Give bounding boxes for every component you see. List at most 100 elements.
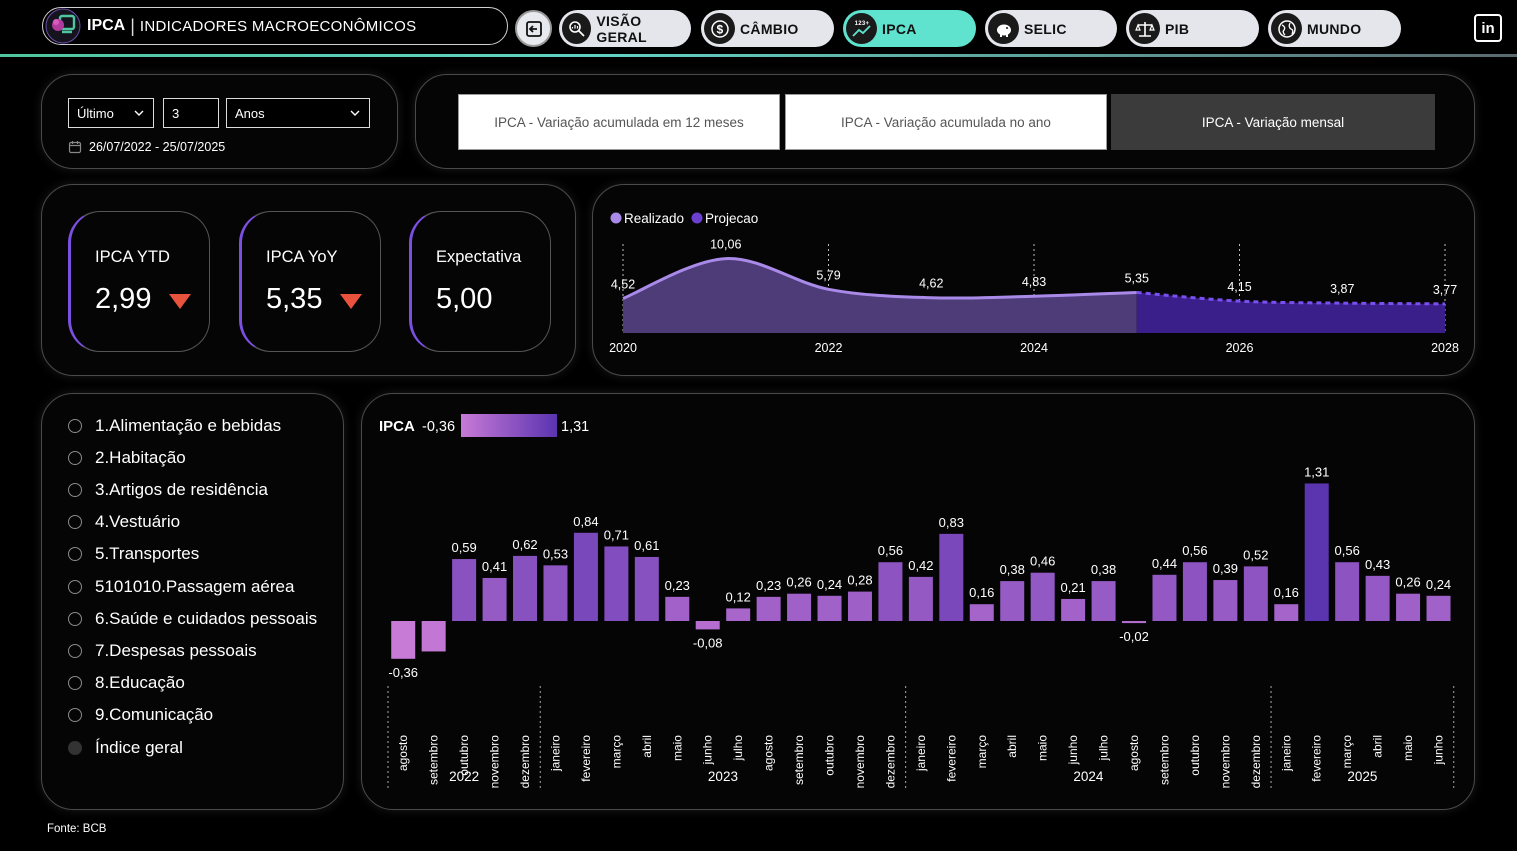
data-label: 4,83 [1022,275,1046,289]
bar-value-label: 0,83 [939,515,964,530]
nav-selic[interactable]: SELIC [985,10,1117,47]
bar-value-label: 0,43 [1365,557,1390,572]
bar [452,559,477,621]
radio-button[interactable] [68,451,82,465]
bar-value-label: 0,23 [756,578,781,593]
data-label: 3,77 [1433,283,1457,297]
bar [543,565,568,621]
category-label: 1.Alimentação e bebidas [95,416,282,435]
month-label: setembro [1157,735,1171,785]
projecao-line [1136,290,1446,306]
period-type-dropdown[interactable]: Último [68,98,154,128]
category-item-vestuario[interactable]: 4.Vestuário [68,512,180,532]
title-separator: | [130,15,135,36]
month-label: junho [701,735,715,766]
category-item-despesas-pessoais[interactable]: 7.Despesas pessoais [68,641,257,661]
app-short-title: IPCA [87,17,126,34]
month-label: maio [1401,735,1415,761]
month-label: agosto [396,735,410,771]
down-arrow-icon [169,294,192,309]
bar-value-label: 0,24 [817,577,842,592]
bar-value-label: 0,56 [1182,543,1207,558]
kpi-label: IPCA YoY [266,248,338,266]
bar-value-label: 0,38 [1000,562,1025,577]
category-item-indice-geral[interactable]: Índice geral [68,738,183,758]
bar [1335,562,1360,621]
bar-value-label: 1,31 [1304,464,1329,479]
category-item-educacao[interactable]: 8.Educação [68,673,185,693]
chevron-down-icon [134,110,144,116]
kpi-card-ipca-yoy: IPCA YoY 5,35 [239,211,381,352]
bar [756,596,781,621]
calendar-icon [68,141,82,154]
month-label: outubro [457,735,471,776]
back-button[interactable] [515,10,552,47]
data-label: 4,52 [611,277,635,291]
x-tick-label: 2020 [609,341,637,355]
tab-acumulada-12-meses[interactable]: IPCA - Variação acumulada em 12 meses [458,94,780,150]
radio-button[interactable] [68,547,82,561]
month-label: julho [731,735,745,762]
category-item-alimentacao[interactable]: 1.Alimentação e bebidas [68,416,281,436]
radio-button-selected[interactable] [68,741,82,755]
month-label: dezembro [1249,735,1263,789]
radio-button[interactable] [68,676,82,690]
category-label: 2.Habitação [95,448,186,467]
month-label: agosto [762,735,776,771]
month-label: setembro [427,735,441,785]
search-chart-icon [562,13,592,44]
bar [817,595,842,621]
category-item-transportes[interactable]: 5.Transportes [68,544,199,564]
bar-value-label: 0,41 [482,559,507,574]
trend-123-icon: 123+ [846,13,877,44]
bar [634,556,659,621]
nav-mundo[interactable]: MUNDO [1268,10,1401,47]
bar [878,562,903,621]
realizado-line [622,257,1137,300]
category-item-passagem-aerea[interactable]: 5101010.Passagem aérea [68,577,294,597]
radio-button[interactable] [68,644,82,658]
category-item-comunicacao[interactable]: 9.Comunicação [68,705,213,725]
legend-realizado-label: Realizado [624,211,684,226]
data-label: 3,87 [1330,282,1354,296]
bar [604,546,629,621]
month-label: outubro [1188,735,1202,776]
radio-button[interactable] [68,580,82,594]
radio-button[interactable] [68,708,82,722]
bar [969,604,994,621]
nav-pib[interactable]: PIB [1126,10,1259,47]
period-count-value: 3 [172,105,180,121]
radio-button[interactable] [68,419,82,433]
category-label: 6.Saúde e cuidados pessoais [95,609,318,628]
kpi-label: IPCA YTD [95,248,170,266]
radio-button[interactable] [68,612,82,626]
month-label: fevereiro [944,735,958,782]
bar-value-label: 0,23 [665,578,690,593]
bar-value-label: 0,44 [1152,556,1177,571]
linkedin-icon[interactable]: in [1474,14,1502,42]
category-label: 8.Educação [95,673,185,692]
category-panel [41,393,344,810]
down-arrow-icon [340,294,363,309]
nav-visao-geral[interactable]: VISÃO GERAL [559,10,691,47]
bar [421,621,446,652]
period-unit-value: Anos [235,105,265,121]
month-label: março [1340,735,1354,769]
period-unit-dropdown[interactable]: Anos [226,98,370,128]
category-item-habitacao[interactable]: 2.Habitação [68,448,186,468]
radio-button[interactable] [68,515,82,529]
tab-acumulada-ano[interactable]: IPCA - Variação acumulada no ano [785,94,1107,150]
year-label: 2025 [1347,769,1377,784]
nav-label: CÂMBIO [740,20,799,37]
nav-ipca[interactable]: 123+ IPCA [843,10,976,47]
radio-button[interactable] [68,483,82,497]
tab-variacao-mensal[interactable]: IPCA - Variação mensal [1111,94,1435,150]
period-count-input[interactable]: 3 [163,98,219,128]
category-item-artigos-residencia[interactable]: 3.Artigos de residência [68,480,268,500]
bar-value-label: 0,61 [634,538,659,553]
category-item-saude[interactable]: 6.Saúde e cuidados pessoais [68,609,317,629]
globe-icon [1271,13,1302,44]
nav-cambio[interactable]: $ CÂMBIO [701,10,834,47]
brain-monitor-logo-icon [45,8,81,44]
bar [1000,581,1025,621]
